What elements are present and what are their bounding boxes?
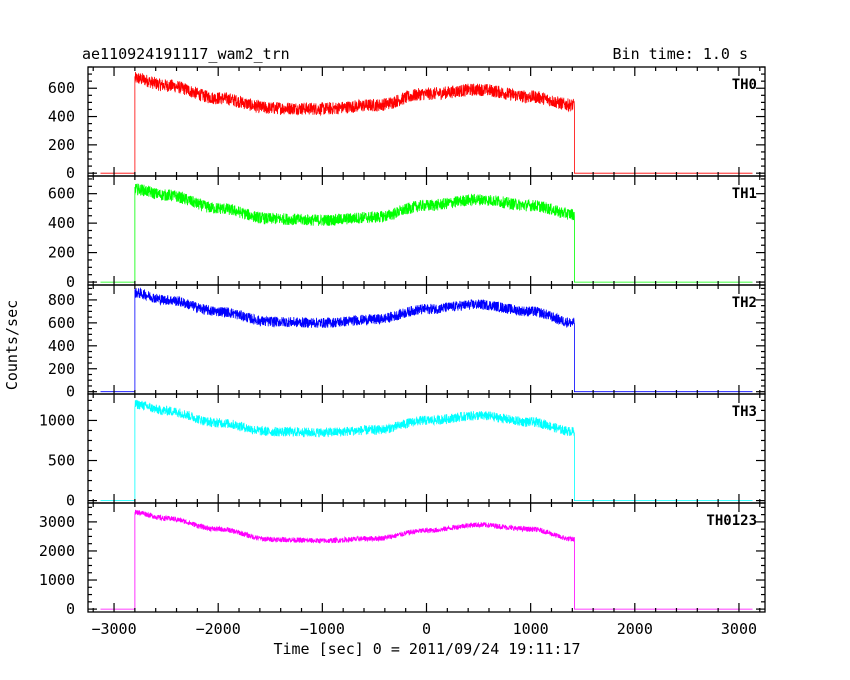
- bin-time-label: Bin time: 1.0 s: [613, 45, 748, 63]
- y-tick-label: 400: [48, 108, 75, 126]
- chart-title: ae110924191117_wam2_trn: [82, 45, 290, 63]
- x-tick-label: −3000: [91, 620, 136, 638]
- y-tick-label: 800: [48, 291, 75, 309]
- panel-label: TH2: [732, 295, 757, 311]
- y-tick-label: 0: [66, 273, 75, 291]
- x-tick-label: 0: [422, 620, 431, 638]
- y-tick-label: 2000: [39, 542, 75, 560]
- panel-th1: 0 200 400 600 TH1: [48, 175, 766, 291]
- panel-label: TH0123: [706, 513, 757, 529]
- series-line-th2: [100, 287, 753, 393]
- panel-label: TH1: [732, 186, 757, 202]
- panel-th0: 0 200 400 600 TH0: [48, 66, 766, 182]
- y-tick-label: 200: [48, 244, 75, 262]
- x-tick-label: −2000: [196, 620, 241, 638]
- panel-label: TH0: [732, 77, 757, 93]
- y-tick-label: 0: [66, 164, 75, 182]
- panel-frame: [87, 502, 766, 613]
- panel-th2: 0 200 400 600 800 TH2: [48, 284, 766, 401]
- panel-th0123: 0 1000 2000 3000 TH0123: [39, 502, 766, 618]
- series-line-th3: [100, 399, 753, 501]
- y-tick-label: 600: [48, 185, 75, 203]
- y-tick-label: 1000: [39, 571, 75, 589]
- y-tick-label: 0: [66, 383, 75, 401]
- panel-frame: [87, 284, 766, 395]
- y-tick-label: 3000: [39, 513, 75, 531]
- y-tick-label: 200: [48, 136, 75, 154]
- series-line-th0123: [100, 509, 753, 610]
- panel-th3: 0 500 1000 TH3: [39, 393, 766, 510]
- y-tick-label: 200: [48, 360, 75, 378]
- y-tick-label: 0: [66, 600, 75, 618]
- y-tick-label: 1000: [39, 411, 75, 429]
- y-tick-label: 500: [48, 452, 75, 470]
- series-line-th1: [100, 183, 753, 283]
- y-tick-label: 400: [48, 214, 75, 232]
- panel-frame: [87, 393, 766, 504]
- y-tick-label: 0: [66, 492, 75, 510]
- y-tick-label: 600: [48, 314, 75, 332]
- y-tick-label: 600: [48, 79, 75, 97]
- x-tick-label: 3000: [721, 620, 757, 638]
- x-tick-label: 2000: [617, 620, 653, 638]
- x-tick-label: 1000: [513, 620, 549, 638]
- panel-label: TH3: [732, 404, 757, 420]
- x-axis-label: Time [sec] 0 = 2011/09/24 19:11:17: [273, 640, 580, 658]
- panel-frame: [87, 175, 766, 286]
- panel-frame: [87, 66, 766, 177]
- panels-group: 0 200 400 600 TH0 0 200 400 600 TH1 0 200 400 600 800 T…: [39, 66, 766, 638]
- x-tick-label: −1000: [300, 620, 345, 638]
- series-line-th0: [100, 71, 753, 174]
- y-axis-label: Counts/sec: [3, 300, 21, 390]
- y-tick-label: 400: [48, 337, 75, 355]
